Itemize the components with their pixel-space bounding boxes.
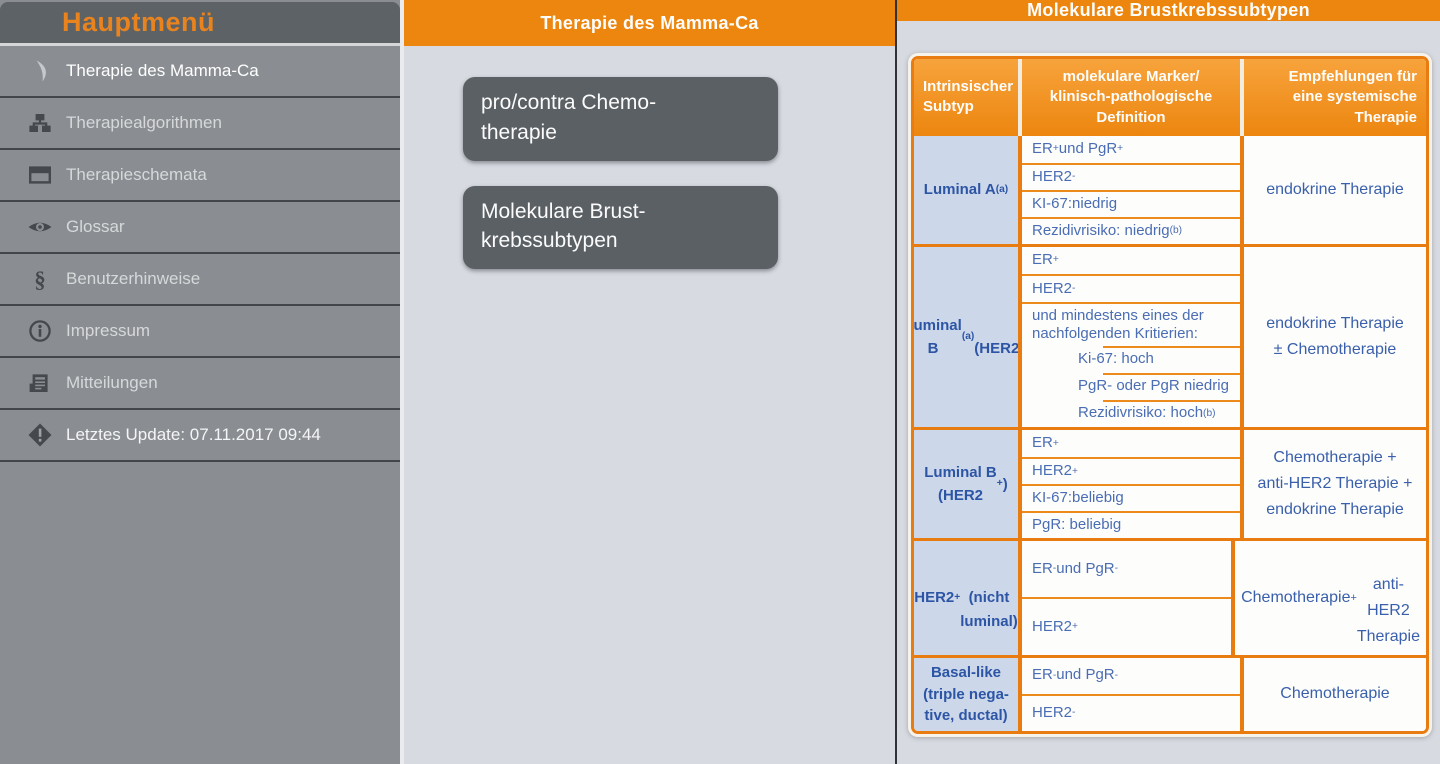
subtypes-table: Intrinsischer Subtyp molekulare Marker/kl… bbox=[908, 53, 1432, 738]
therapy-panel-body: pro/contra Chemo-therapie Molekulare Bru… bbox=[404, 46, 895, 270]
marker-line: ER + und PgR + bbox=[1032, 139, 1124, 157]
main-menu-sidebar: Hauptmenü Therapie des Mamma-Ca Therapie… bbox=[0, 0, 400, 764]
sidebar-item-label: Mitteilungen bbox=[66, 373, 158, 392]
sidebar-item-therapiealgorithmen[interactable]: Therapiealgorithmen bbox=[0, 98, 400, 150]
recommendation-cell: Chemotherapie + anti-HER2 Therapie bbox=[1235, 541, 1426, 655]
sidebar-item-glossar[interactable]: Glossar bbox=[0, 202, 400, 254]
marker-line: ER + bbox=[1032, 250, 1059, 268]
subtypes-panel-body: Intrinsischer Subtyp molekulare Marker/kl… bbox=[897, 21, 1440, 764]
subtype-cell: HER2 + (nicht luminal) bbox=[914, 541, 1018, 655]
subtype-cell: Luminal A (a) bbox=[914, 135, 1018, 244]
table-row-luminal-a: Luminal A (a) ER + und PgR + HER2- KI-67:ni… bbox=[914, 135, 1426, 244]
alert-icon bbox=[26, 422, 54, 448]
recommendation-cell: endokrine Therapie bbox=[1244, 135, 1426, 244]
header-empfehlungen: Empfehlungen für eine systemische Therapie bbox=[1288, 68, 1417, 126]
marker-line: Rezidivrisiko: niedrig (b) bbox=[1022, 216, 1240, 244]
marker-line: und mindestens eines der nachfolgenden Kr… bbox=[1022, 302, 1240, 346]
svg-text:§: § bbox=[34, 267, 46, 292]
molekulare-brustkrebssubtypen-button[interactable]: Molekulare Brust-krebssubtypen bbox=[463, 185, 778, 270]
sidebar-header: Hauptmenü bbox=[0, 2, 400, 46]
markers-cell: ER + HER2 + KI-67:beliebig PgR: beliebig bbox=[1018, 430, 1244, 539]
table-row-basal-like: Basal-like (triple nega-tive, ductal) ER … bbox=[914, 654, 1426, 732]
section-icon: § bbox=[26, 266, 54, 292]
marker-line: ER + bbox=[1032, 434, 1059, 452]
sidebar-item-benutzerhinweise[interactable]: § Benutzerhinweise bbox=[0, 254, 400, 306]
sidebar-item-label: Letztes Update: 07.11.2017 09:44 bbox=[66, 425, 321, 444]
news-icon bbox=[26, 370, 54, 396]
sidebar-item-label: Impressum bbox=[66, 321, 151, 340]
header-intrinsischer-subtyp: Intrinsischer Subtyp bbox=[923, 78, 1014, 116]
info-icon bbox=[26, 318, 54, 344]
sidebar-item-mitteilungen[interactable]: Mitteilungen bbox=[0, 358, 400, 410]
subtypes-panel-header: Molekulare Brustkrebssubtypen bbox=[897, 0, 1440, 21]
sidebar-item-therapie-des-mamma-ca[interactable]: Therapie des Mamma-Ca bbox=[0, 46, 400, 98]
sidebar-item-label: Therapieschemata bbox=[66, 165, 207, 184]
sidebar-title: Hauptmenü bbox=[62, 7, 215, 37]
marker-line: Rezidivrisiko: hoch (b) bbox=[1022, 400, 1240, 428]
subtype-cell: Basal-like (triple nega-tive, ductal) bbox=[914, 657, 1018, 732]
marker-line: ER - und PgR - bbox=[1032, 666, 1119, 684]
subtype-cell: Luminal B (a)(HER2-) bbox=[914, 246, 1028, 428]
markers-cell: ER - und PgR - HER2 + bbox=[1018, 541, 1236, 655]
sidebar-item-impressum[interactable]: Impressum bbox=[0, 306, 400, 358]
therapy-panel-title: Therapie des Mamma-Ca bbox=[540, 12, 759, 33]
eye-icon bbox=[26, 214, 54, 240]
markers-cell: ER + und PgR + HER2- KI-67:niedrig Rezidiv… bbox=[1018, 135, 1244, 244]
table-row-luminal-b-her2-neg: Luminal B (a)(HER2-) ER+ HER2- und minde… bbox=[914, 243, 1426, 428]
therapy-panel-header: Therapie des Mamma-Ca bbox=[404, 0, 895, 46]
marker-line: KI-67:beliebig bbox=[1022, 484, 1240, 511]
recommendation-cell: Chemotherapie bbox=[1244, 657, 1426, 732]
subtype-cell: Luminal B (HER2 +) bbox=[914, 430, 1018, 539]
sidebar-item-label: Therapiealgorithmen bbox=[66, 113, 222, 132]
flowchart-icon bbox=[26, 110, 54, 136]
table-row-her2-nicht-luminal: HER2 + (nicht luminal) ER - und PgR - HER2… bbox=[914, 538, 1426, 655]
marker-line: HER2- bbox=[1022, 273, 1240, 303]
pro-contra-chemotherapie-button[interactable]: pro/contra Chemo-therapie bbox=[463, 77, 778, 161]
sidebar-item-label: Therapie des Mamma-Ca bbox=[66, 61, 259, 80]
markers-cell: ER - und PgR - HER2- bbox=[1018, 657, 1244, 732]
sidebar-item-therapieschemata[interactable]: Therapieschemata bbox=[0, 150, 400, 202]
marker-line: ER - und PgR - bbox=[1032, 559, 1119, 577]
table-row-luminal-b-her2-pos: Luminal B (HER2 +) ER + HER2 + KI-67:beliebi… bbox=[914, 427, 1426, 539]
marker-line: HER2 + bbox=[1022, 457, 1240, 484]
marker-line: HER2- bbox=[1022, 693, 1240, 731]
header-molekulare-marker: molekulare Marker/klinisch-pathologische… bbox=[1018, 59, 1244, 136]
subtypes-panel: Molekulare Brustkrebssubtypen Intrinsisc… bbox=[895, 0, 1440, 764]
sidebar-item-letztes-update: Letztes Update: 07.11.2017 09:44 bbox=[0, 410, 400, 462]
crescent-icon bbox=[26, 58, 54, 84]
marker-line: HER2- bbox=[1022, 162, 1240, 190]
therapy-panel: Therapie des Mamma-Ca pro/contra Chemo-t… bbox=[400, 0, 895, 764]
subtypes-table-header: Intrinsischer Subtyp molekulare Marker/kl… bbox=[914, 59, 1426, 136]
marker-line: PgR: beliebig bbox=[1022, 511, 1240, 538]
subtypes-panel-title: Molekulare Brustkrebssubtypen bbox=[1027, 0, 1310, 20]
markers-cell: ER + HER2- und mindestens eines der nachfo… bbox=[1018, 246, 1244, 428]
sidebar-item-label: Glossar bbox=[66, 217, 125, 236]
sidebar-item-label: Benutzerhinweise bbox=[66, 269, 201, 288]
recommendation-cell: endokrine Therapie ± Chemotherapie bbox=[1244, 246, 1426, 428]
marker-line: Ki-67: hoch bbox=[1022, 346, 1240, 374]
window-icon bbox=[26, 162, 54, 188]
marker-line: PgR- oder PgR niedrig bbox=[1022, 373, 1240, 401]
marker-line: KI-67:niedrig bbox=[1022, 189, 1240, 217]
marker-line: HER2 + bbox=[1022, 597, 1232, 655]
recommendation-cell: Chemotherapie + anti-HER2 Therapie + endok… bbox=[1244, 430, 1426, 539]
